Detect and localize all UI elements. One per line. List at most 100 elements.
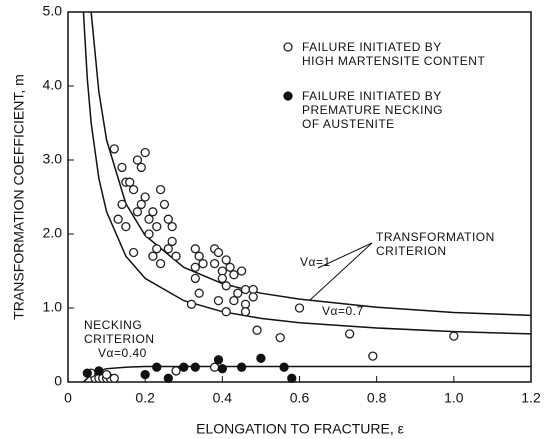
open-point	[240, 307, 251, 317]
y-tick-label: 5.0	[43, 3, 63, 19]
open-point	[221, 307, 231, 317]
open-point	[294, 303, 305, 313]
filled-point	[279, 362, 289, 372]
filled-point	[179, 362, 189, 372]
open-point	[275, 332, 285, 343]
annotation: Vα=1	[300, 255, 331, 269]
open-point	[368, 351, 378, 361]
criterion-curve	[82, 11, 532, 335]
legend-label: FAILURE INITIATED BY HIGH MARTENSITE CON…	[302, 40, 486, 68]
open-point	[128, 247, 139, 258]
open-point	[213, 247, 224, 258]
x-tick-label: 0.4	[213, 390, 233, 406]
legend-marker	[283, 91, 293, 101]
open-point	[229, 270, 239, 280]
open-point	[171, 251, 181, 261]
leader-line	[317, 242, 373, 269]
filled-point	[287, 373, 297, 383]
open-point	[113, 214, 123, 224]
y-tick-label: 0	[54, 373, 62, 389]
y-tick-label: 4.0	[43, 77, 63, 93]
open-point	[148, 251, 158, 261]
open-point	[167, 221, 177, 232]
annotation: Vα=0.7	[322, 304, 364, 318]
open-point	[213, 295, 224, 306]
x-tick-label: 0.6	[290, 390, 310, 406]
open-point	[163, 214, 173, 224]
filled-point	[190, 362, 200, 372]
x-tick-label: 0.8	[367, 390, 387, 406]
legend-label: FAILURE INITIATED BY PREMATURE NECKING O…	[302, 89, 443, 131]
open-point	[221, 255, 231, 265]
open-point	[132, 155, 143, 165]
open-point	[198, 258, 208, 269]
open-point	[144, 214, 154, 224]
open-point	[140, 192, 150, 202]
open-point	[155, 184, 166, 195]
open-point	[136, 199, 146, 210]
filled-point	[213, 355, 224, 365]
x-tick-label: 0	[64, 390, 72, 406]
open-point	[117, 199, 127, 210]
open-point	[101, 369, 112, 380]
filled-point	[140, 369, 150, 380]
open-point	[121, 221, 131, 232]
open-point	[217, 273, 227, 284]
open-point	[221, 281, 231, 291]
open-point	[171, 366, 181, 376]
y-tick-label: 3.0	[43, 151, 63, 167]
filled-point	[236, 362, 247, 372]
open-point	[152, 244, 162, 254]
leader-line	[309, 242, 373, 301]
y-axis-label: TRANSFORMATION COEFFICIENT, m	[11, 74, 27, 320]
open-point	[240, 284, 251, 295]
open-point	[148, 207, 158, 217]
filled-point	[94, 366, 104, 376]
criterion-curve	[82, 365, 531, 383]
filled-point	[217, 364, 227, 374]
filled-point	[82, 368, 92, 378]
y-tick-label: 1.0	[43, 299, 63, 315]
open-point	[132, 207, 143, 217]
open-point	[125, 177, 135, 187]
open-point	[209, 362, 220, 372]
open-point	[155, 258, 166, 269]
open-point	[252, 325, 262, 335]
open-point	[163, 244, 173, 254]
open-point	[248, 292, 258, 302]
filled-point	[256, 353, 266, 363]
open-point	[167, 236, 177, 247]
open-point	[194, 251, 204, 261]
filled-point	[152, 362, 162, 372]
annotation: TRANSFORMATION CRITERION	[376, 230, 495, 258]
x-tick-label: 0.2	[135, 390, 155, 406]
open-point	[128, 184, 139, 195]
x-tick-label: 1.2	[521, 390, 541, 406]
open-point	[136, 162, 146, 173]
open-point	[194, 288, 204, 298]
filled-point	[163, 373, 173, 383]
x-tick-label: 1.0	[444, 390, 464, 406]
open-point	[345, 329, 355, 339]
criterion-curve	[90, 11, 532, 317]
open-point	[109, 373, 119, 383]
annotation: NECKING CRITERION	[84, 318, 155, 346]
open-point	[140, 147, 150, 158]
open-point	[233, 288, 243, 298]
open-point	[225, 262, 235, 272]
open-point	[186, 299, 197, 309]
open-point	[190, 273, 200, 284]
open-point	[109, 144, 119, 154]
open-point	[159, 199, 170, 210]
open-point	[190, 244, 200, 254]
open-point	[209, 258, 220, 269]
open-point	[144, 229, 154, 239]
open-point	[449, 331, 459, 341]
open-point	[229, 295, 239, 306]
open-point	[152, 221, 162, 232]
legend-marker	[283, 42, 293, 52]
open-point	[236, 266, 247, 276]
x-axis-label: ELONGATION TO FRACTURE, ε	[196, 421, 404, 437]
open-point	[117, 162, 127, 173]
